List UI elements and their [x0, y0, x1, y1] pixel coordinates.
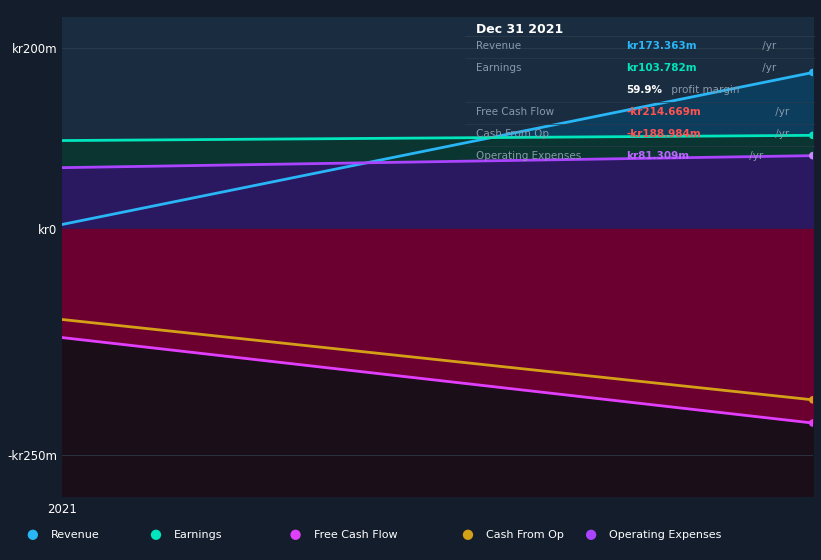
Text: 59.9%: 59.9%: [626, 85, 662, 95]
Point: [26, 530, 39, 539]
Text: Cash From Op: Cash From Op: [475, 129, 548, 139]
Point: [149, 530, 163, 539]
Text: kr81.309m: kr81.309m: [626, 151, 689, 161]
Text: -kr188.984m: -kr188.984m: [626, 129, 701, 139]
Text: Operating Expenses: Operating Expenses: [475, 151, 580, 161]
Text: Cash From Op: Cash From Op: [486, 530, 564, 540]
Text: kr103.782m: kr103.782m: [626, 63, 697, 73]
Text: kr173.363m: kr173.363m: [626, 41, 697, 52]
Text: Revenue: Revenue: [51, 530, 99, 540]
Point: [461, 530, 475, 539]
Text: /yr: /yr: [773, 107, 790, 117]
Text: Free Cash Flow: Free Cash Flow: [314, 530, 397, 540]
Text: /yr: /yr: [745, 151, 763, 161]
Text: /yr: /yr: [759, 63, 776, 73]
Text: profit margin: profit margin: [668, 85, 740, 95]
Point: [585, 530, 598, 539]
Point: [806, 151, 819, 160]
Point: [806, 395, 819, 404]
Point: [806, 68, 819, 77]
Text: /yr: /yr: [773, 129, 790, 139]
Text: Operating Expenses: Operating Expenses: [609, 530, 722, 540]
Text: Earnings: Earnings: [475, 63, 521, 73]
Point: [806, 131, 819, 140]
Text: Free Cash Flow: Free Cash Flow: [475, 107, 553, 117]
Text: -kr214.669m: -kr214.669m: [626, 107, 701, 117]
Text: /yr: /yr: [759, 41, 776, 52]
Point: [289, 530, 302, 539]
Point: [806, 418, 819, 427]
Text: Dec 31 2021: Dec 31 2021: [475, 22, 562, 36]
Text: Revenue: Revenue: [475, 41, 521, 52]
Text: Earnings: Earnings: [174, 530, 222, 540]
